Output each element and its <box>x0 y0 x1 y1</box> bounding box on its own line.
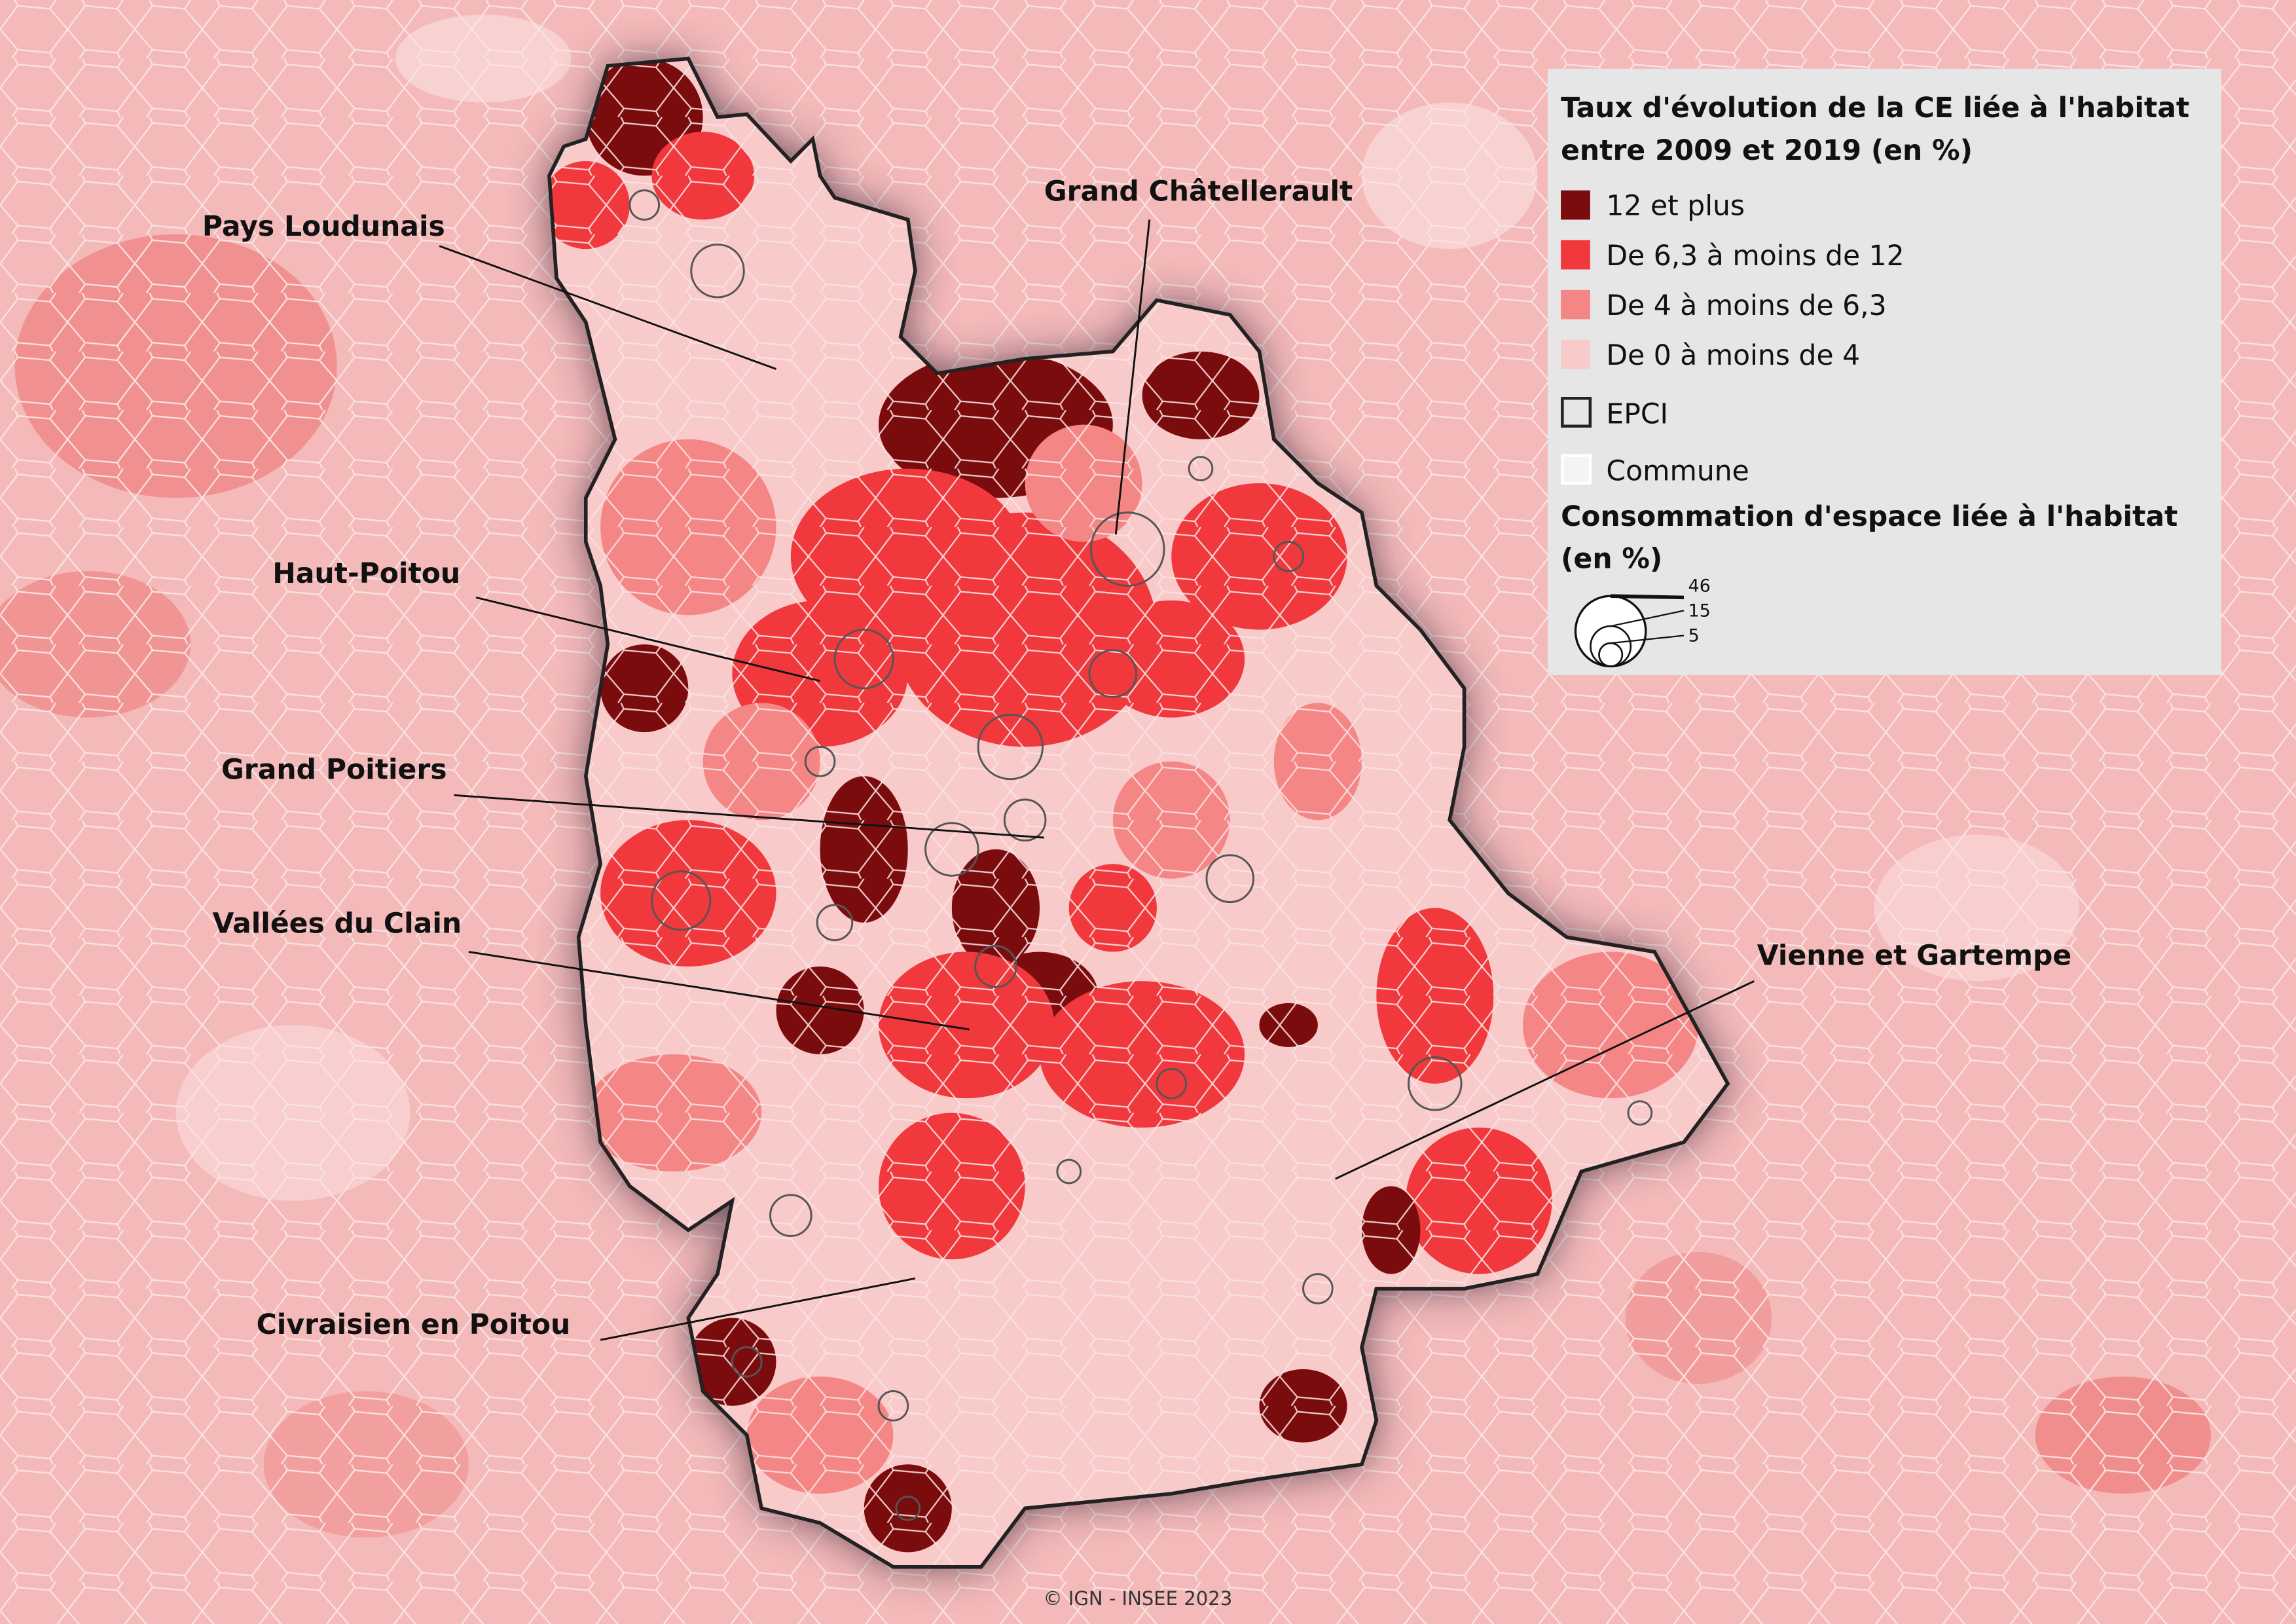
leader-line <box>1114 219 1151 535</box>
commune-circle <box>895 1495 921 1521</box>
commune-circle <box>977 713 1044 781</box>
size-leader <box>1610 610 1685 627</box>
leader-line <box>439 245 776 370</box>
epci-label: Pays Loudunais <box>202 211 445 243</box>
commune-circle <box>1302 1273 1334 1304</box>
leader-line <box>600 1277 916 1341</box>
epci-label: Haut-Poitou <box>272 558 460 590</box>
commune-circle <box>1408 1056 1463 1111</box>
commune-circle <box>1627 1100 1653 1126</box>
size-leader <box>1611 594 1685 600</box>
legend-swatch <box>1561 190 1590 220</box>
legend-label: De 6,3 à moins de 12 <box>1606 240 1904 272</box>
legend-swatch <box>1561 240 1590 270</box>
legend-swatch <box>1561 454 1592 485</box>
legend-title: Taux d'évolution de la CE liée à l'habit… <box>1561 92 2189 124</box>
size-label: 5 <box>1688 625 1700 646</box>
legend-swatch <box>1561 397 1592 428</box>
department-outline <box>547 56 1730 1569</box>
commune-circle <box>974 945 1017 988</box>
legend-label: Commune <box>1606 455 1749 487</box>
size-leader <box>1611 635 1685 644</box>
size-label: 46 <box>1688 576 1711 596</box>
epci-label: Vallées du Clain <box>213 908 462 940</box>
size-circle <box>1598 642 1624 667</box>
legend-label: De 0 à moins de 4 <box>1606 340 1860 372</box>
commune-circle <box>690 244 745 299</box>
commune-circle <box>1003 798 1047 842</box>
commune-circle <box>804 746 836 777</box>
epci-label: Grand Châtellerault <box>1044 175 1353 208</box>
commune-circle <box>924 822 979 877</box>
legend-label: EPCI <box>1606 398 1668 430</box>
commune-circle <box>731 1346 763 1378</box>
legend-label: De 4 à moins de 6,3 <box>1606 290 1886 322</box>
commune-circle <box>629 189 661 221</box>
epci-label: Grand Poitiers <box>221 754 447 786</box>
leader-line <box>1335 980 1755 1180</box>
commune-circle <box>816 904 854 942</box>
leader-line <box>475 596 820 682</box>
legend-label: 12 et plus <box>1606 191 1745 223</box>
commune-circle <box>769 1194 812 1237</box>
leader-line <box>454 794 1044 839</box>
legend-title: entre 2009 et 2019 (en %) <box>1561 135 1973 167</box>
legend-title: (en %) <box>1561 544 1662 576</box>
credit: © IGN - INSEE 2023 <box>1043 1587 1232 1610</box>
commune-circle <box>1056 1158 1082 1185</box>
commune-circle <box>1188 456 1214 481</box>
legend-title: Consommation d'espace liée à l'habitat <box>1561 501 2178 533</box>
commune-circle <box>1156 1068 1188 1099</box>
leader-line <box>468 951 970 1031</box>
commune-circle <box>833 629 894 690</box>
size-label: 15 <box>1688 600 1711 621</box>
commune-circle <box>1205 854 1254 903</box>
epci-label: Civraisien en Poitou <box>257 1309 571 1341</box>
commune-circle <box>877 1390 909 1422</box>
commune-circle <box>1088 649 1138 698</box>
commune-circle <box>1089 511 1165 587</box>
legend-box <box>1547 69 2221 675</box>
commune-circle <box>1273 540 1304 572</box>
legend-swatch <box>1561 289 1590 320</box>
epci-label: Vienne et Gartempe <box>1757 940 2071 972</box>
legend-swatch <box>1561 339 1590 369</box>
commune-circle <box>650 870 712 931</box>
